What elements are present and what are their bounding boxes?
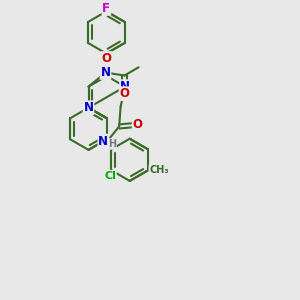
Text: O: O [133, 118, 142, 131]
Text: CH₃: CH₃ [149, 165, 169, 176]
Text: N: N [83, 101, 94, 114]
Text: F: F [102, 2, 110, 15]
Text: O: O [119, 87, 130, 100]
Text: O: O [102, 52, 112, 65]
Text: N: N [98, 135, 108, 148]
Text: N: N [100, 66, 110, 79]
Text: Cl: Cl [104, 171, 116, 181]
Text: H: H [108, 139, 116, 149]
Text: N: N [120, 80, 130, 93]
